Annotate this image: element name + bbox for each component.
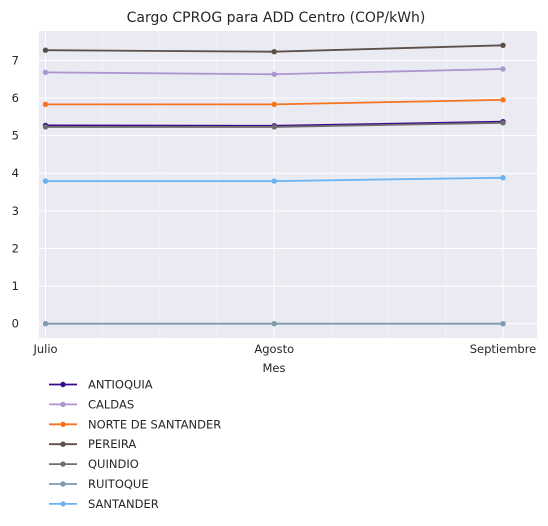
series-layer	[42, 42, 506, 327]
data-point-pereira	[42, 47, 49, 53]
legend-label: QUINDIO	[88, 457, 139, 471]
data-point-caldas	[42, 69, 49, 76]
data-point-santander	[271, 178, 277, 184]
legend-label: PEREIRA	[88, 437, 136, 451]
data-point-norte-de-santander	[42, 101, 49, 108]
series-ruitoque	[42, 321, 506, 327]
y-tick-label: 4	[12, 166, 19, 180]
data-point-santander	[500, 175, 506, 181]
y-tick-label: 7	[12, 53, 19, 67]
x-axis: Julio Agosto Septiembre	[32, 342, 536, 356]
legend-item-quindio: QUINDIO	[49, 457, 139, 471]
legend-swatch-marker	[60, 401, 66, 408]
legend-item-norte-de-santander: NORTE DE SANTANDER	[49, 417, 221, 431]
y-tick-label: 3	[12, 204, 19, 218]
x-axis-label: Mes	[263, 361, 286, 375]
data-point-pereira	[271, 48, 277, 55]
legend-swatch-marker	[60, 481, 66, 487]
legend-label: SANTANDER	[88, 497, 159, 511]
major-grid	[39, 31, 537, 338]
legend-swatch-marker	[60, 381, 66, 388]
legend-swatch-marker	[60, 501, 66, 507]
legend-item-antioquia: ANTIOQUIA	[49, 378, 153, 392]
data-point-quindio	[500, 120, 506, 126]
series-santander	[42, 175, 506, 184]
data-point-ruitoque	[42, 321, 49, 327]
x-tick-label: Agosto	[254, 342, 294, 356]
x-tick-label: Julio	[32, 342, 57, 356]
legend-item-santander: SANTANDER	[49, 497, 159, 511]
legend-item-caldas: CALDAS	[49, 397, 134, 411]
legend-item-ruitoque: RUITOQUE	[49, 477, 149, 491]
data-point-ruitoque	[271, 321, 277, 327]
legend-swatch-marker	[60, 461, 66, 467]
chart-title: Cargo CPROG para ADD Centro (COP/kWh)	[127, 10, 426, 26]
legend-swatch-marker	[60, 441, 66, 447]
data-point-quindio	[42, 124, 49, 130]
y-tick-label: 6	[12, 91, 19, 105]
legend-label: RUITOQUE	[88, 477, 149, 491]
y-tick-label: 2	[12, 241, 19, 255]
y-tick-label: 0	[12, 317, 19, 331]
legend-label: CALDAS	[88, 397, 134, 411]
data-point-pereira	[500, 42, 506, 48]
series-pereira	[42, 42, 506, 55]
series-quindio	[42, 120, 506, 130]
y-axis: 0 1 2 3 4 5 6 7	[12, 53, 19, 330]
data-point-caldas	[500, 66, 506, 72]
data-point-norte-de-santander	[500, 97, 506, 103]
data-point-norte-de-santander	[271, 101, 277, 108]
y-tick-label: 5	[12, 129, 19, 143]
x-tick-label: Septiembre	[470, 342, 537, 356]
data-point-quindio	[271, 124, 277, 130]
minor-grid	[102, 31, 447, 338]
y-tick-label: 1	[12, 279, 19, 293]
series-caldas	[42, 66, 506, 77]
series-norte-de-santander	[42, 97, 506, 108]
data-point-ruitoque	[500, 321, 506, 327]
legend: ANTIOQUIA CALDAS NORTE DE SANTANDER PEREIRA…	[49, 378, 221, 511]
data-point-caldas	[271, 71, 277, 77]
legend-label: NORTE DE SANTANDER	[88, 417, 221, 431]
plot-area	[39, 31, 537, 338]
legend-item-pereira: PEREIRA	[49, 437, 136, 451]
legend-label: ANTIOQUIA	[88, 378, 153, 392]
legend-swatch-marker	[60, 421, 66, 427]
data-point-santander	[42, 178, 49, 184]
